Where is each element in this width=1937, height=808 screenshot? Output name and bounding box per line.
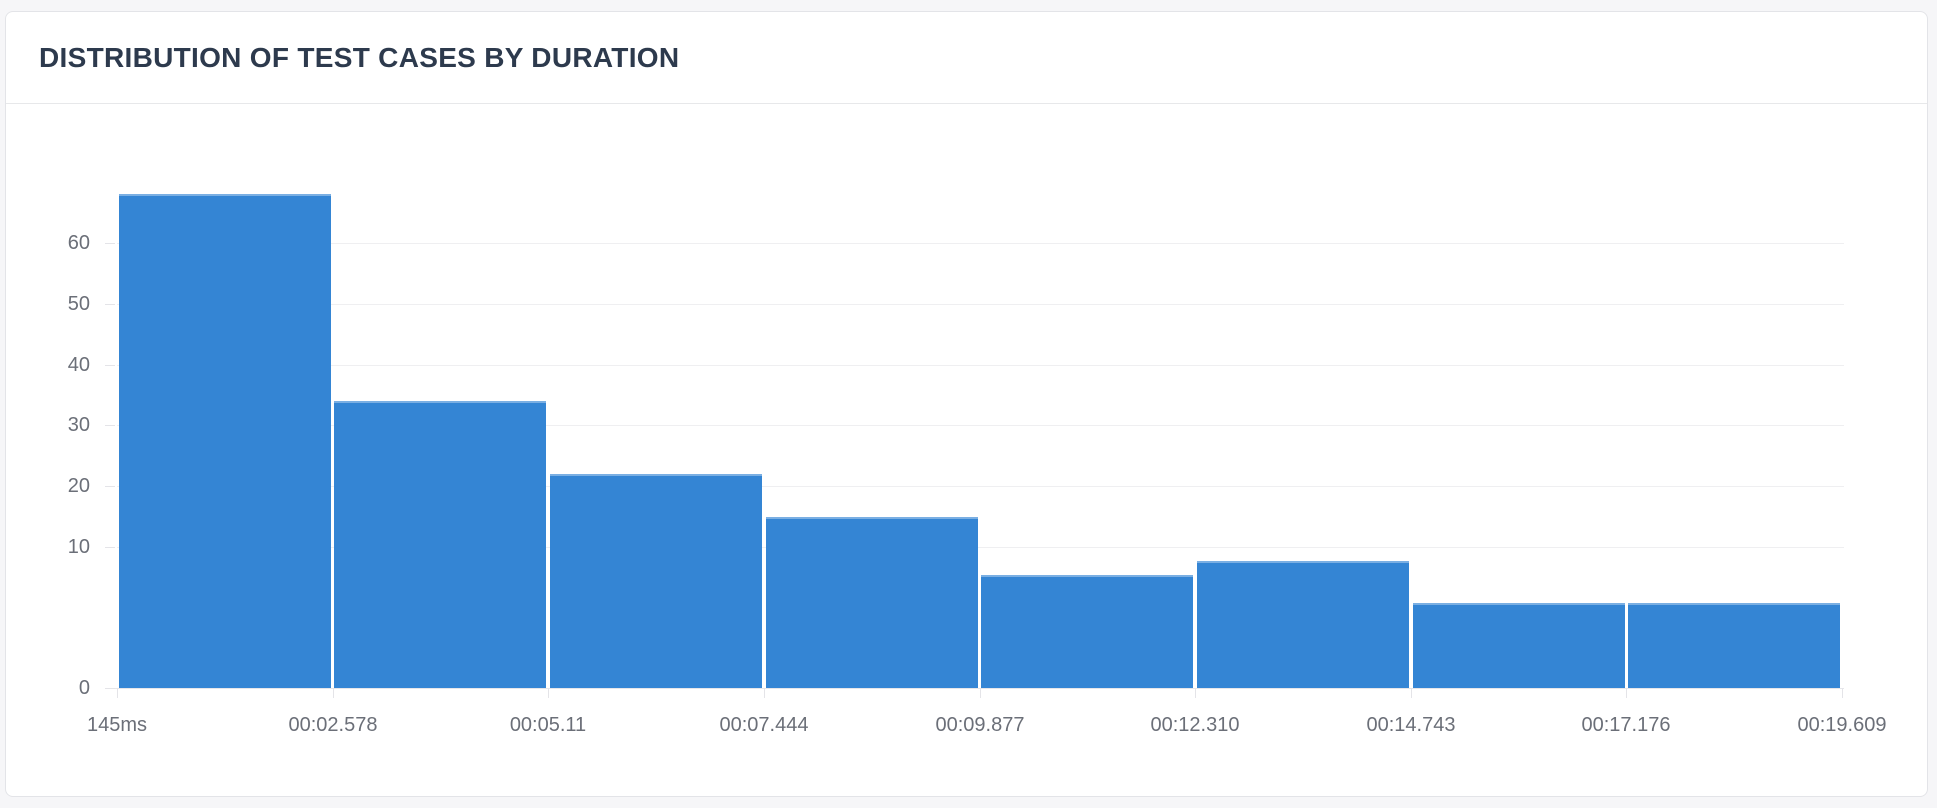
x-axis-tick-label: 00:19.609	[1797, 714, 1887, 736]
x-axis-tick-label: 145ms	[86, 714, 148, 736]
x-axis-tick	[1626, 688, 1627, 698]
y-axis-tick	[105, 688, 115, 689]
x-axis-tick	[117, 688, 118, 698]
x-axis-tick	[764, 688, 765, 698]
card-title: DISTRIBUTION OF TEST CASES BY DURATION	[39, 41, 680, 73]
y-gridline	[117, 365, 1844, 366]
card-header: DISTRIBUTION OF TEST CASES BY DURATION	[6, 12, 1927, 104]
duration-distribution-card: DISTRIBUTION OF TEST CASES BY DURATION 0…	[5, 11, 1928, 797]
histogram-bar[interactable]	[118, 194, 331, 688]
x-axis-tick	[980, 688, 981, 698]
y-axis-tick-label: 0	[78, 677, 90, 699]
x-axis-tick-label: 00:05.11	[509, 714, 587, 736]
duration-histogram: 0 10 20 30 40 50 60 145ms 00:02.578 00:05.11 00:07…	[6, 104, 1927, 796]
y-axis-tick-label: 50	[67, 293, 90, 315]
y-axis-tick-label: 60	[67, 232, 90, 254]
y-gridline	[117, 304, 1844, 305]
y-gridline	[117, 486, 1844, 487]
y-axis-tick-label: 40	[67, 354, 90, 376]
y-axis-tick-label: 30	[67, 414, 90, 436]
histogram-bar[interactable]	[550, 474, 763, 688]
y-axis-tick	[105, 304, 115, 305]
x-axis-tick-label: 00:07.444	[719, 714, 809, 736]
histogram-bar[interactable]	[765, 517, 978, 688]
x-axis-tick-label: 00:02.578	[288, 714, 378, 736]
y-axis-tick	[105, 365, 115, 366]
x-axis-line	[105, 688, 1844, 689]
histogram-bar[interactable]	[334, 401, 547, 688]
histogram-bar[interactable]	[1196, 561, 1409, 688]
histogram-bar[interactable]	[981, 575, 1194, 688]
x-axis-tick-label: 00:14.743	[1366, 714, 1456, 736]
histogram-bar[interactable]	[1412, 603, 1625, 688]
y-gridline	[117, 243, 1844, 244]
x-axis-tick-label: 00:17.176	[1581, 714, 1671, 736]
y-gridline	[117, 425, 1844, 426]
x-axis-tick	[548, 688, 549, 698]
y-axis-tick-label: 10	[67, 536, 90, 558]
x-axis-tick	[1842, 688, 1843, 698]
y-axis-tick-label: 20	[67, 475, 90, 497]
x-axis-tick	[333, 688, 334, 698]
y-axis-tick	[105, 243, 115, 244]
x-axis-tick-label: 00:12.310	[1150, 714, 1240, 736]
y-axis-tick	[105, 425, 115, 426]
y-axis-tick	[105, 547, 115, 548]
histogram-bar[interactable]	[1628, 603, 1841, 688]
x-axis-tick-label: 00:09.877	[935, 714, 1025, 736]
y-gridline	[117, 547, 1844, 548]
y-axis-tick	[105, 486, 115, 487]
x-axis-tick	[1195, 688, 1196, 698]
x-axis-tick	[1411, 688, 1412, 698]
